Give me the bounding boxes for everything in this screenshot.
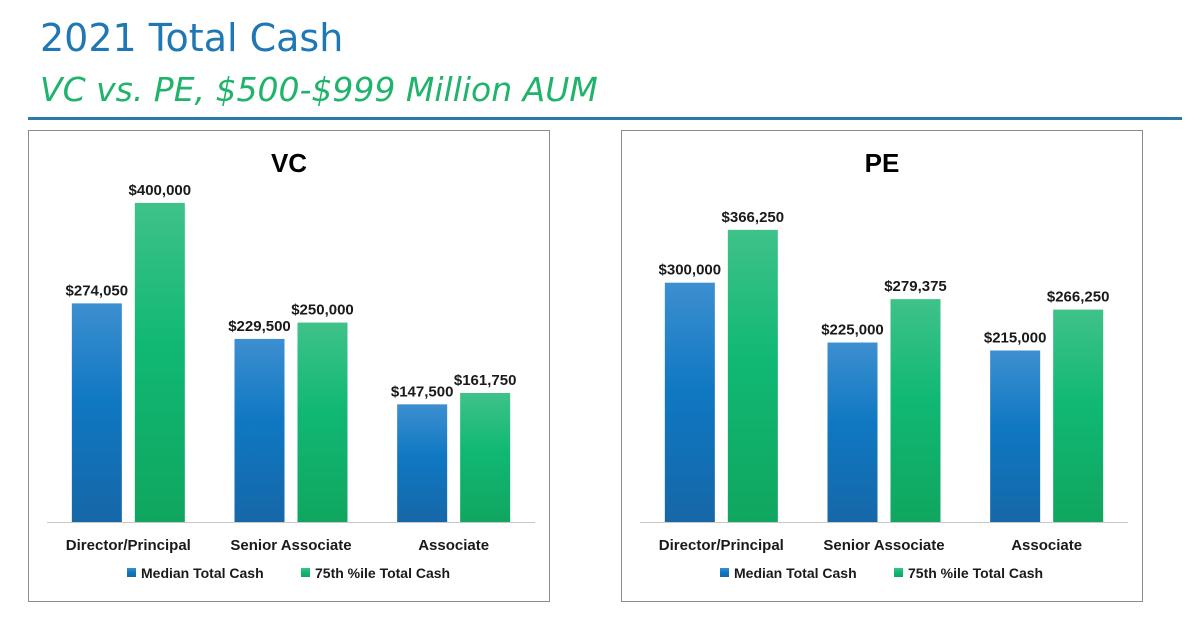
vc-chart-panel: VC $274,050 $400,000 Director/Principal $229… xyxy=(28,130,550,602)
data-label: $400,000 xyxy=(129,182,192,199)
data-label: $250,000 xyxy=(291,302,354,319)
bar-senior-associate-75th-ile-total-cash xyxy=(890,299,941,522)
pe-chart-panel: PE $300,000 $366,250 Director/Principal $225… xyxy=(621,130,1143,602)
vc-bar-chart: VC $274,050 $400,000 Director/Principal $229… xyxy=(47,148,535,581)
bar-senior-associate-median-total-cash xyxy=(827,342,878,522)
bar-director-principal-median-total-cash xyxy=(664,282,715,522)
data-label: $225,000 xyxy=(821,322,884,339)
data-label: $215,000 xyxy=(984,329,1047,346)
pe-bar-chart: PE $300,000 $366,250 Director/Principal $225… xyxy=(640,148,1128,581)
bar-director-principal-median-total-cash xyxy=(71,303,122,522)
category-label: Associate xyxy=(418,537,489,554)
page-subtitle: VC vs. PE, $500-$999 Million AUM xyxy=(40,70,598,109)
category-label: Associate xyxy=(1011,537,1082,554)
legend-swatch-75th-ile-total-cash xyxy=(894,568,903,577)
title-divider xyxy=(28,117,1182,120)
category-label: Director/Principal xyxy=(659,537,784,554)
category-label: Director/Principal xyxy=(66,537,191,554)
chart-title: PE xyxy=(865,148,900,178)
data-label: $366,250 xyxy=(722,209,785,226)
legend-label: 75th %ile Total Cash xyxy=(315,565,450,581)
category-label: Senior Associate xyxy=(823,537,944,554)
page-title: 2021 Total Cash xyxy=(40,16,344,60)
legend-swatch-75th-ile-total-cash xyxy=(301,568,310,577)
legend-swatch-median-total-cash xyxy=(720,568,729,577)
bar-associate-75th-ile-total-cash xyxy=(1053,309,1104,522)
bar-senior-associate-median-total-cash xyxy=(234,338,285,522)
data-label: $229,500 xyxy=(228,318,291,335)
legend-label: Median Total Cash xyxy=(734,565,857,581)
bar-director-principal-75th-ile-total-cash xyxy=(727,229,778,522)
bar-associate-median-total-cash xyxy=(397,404,448,522)
data-label: $279,375 xyxy=(884,278,947,295)
legend-label: 75th %ile Total Cash xyxy=(908,565,1043,581)
bar-senior-associate-75th-ile-total-cash xyxy=(297,322,348,522)
data-label: $300,000 xyxy=(659,262,722,279)
legend-swatch-median-total-cash xyxy=(127,568,136,577)
data-label: $274,050 xyxy=(66,282,129,299)
chart-title: VC xyxy=(271,148,307,178)
category-label: Senior Associate xyxy=(230,537,351,554)
data-label: $147,500 xyxy=(391,383,454,400)
data-label: $266,250 xyxy=(1047,289,1110,306)
bar-associate-75th-ile-total-cash xyxy=(460,392,511,522)
bar-associate-median-total-cash xyxy=(990,350,1041,522)
bar-director-principal-75th-ile-total-cash xyxy=(134,202,185,522)
data-label: $161,750 xyxy=(454,372,517,389)
legend-label: Median Total Cash xyxy=(141,565,264,581)
